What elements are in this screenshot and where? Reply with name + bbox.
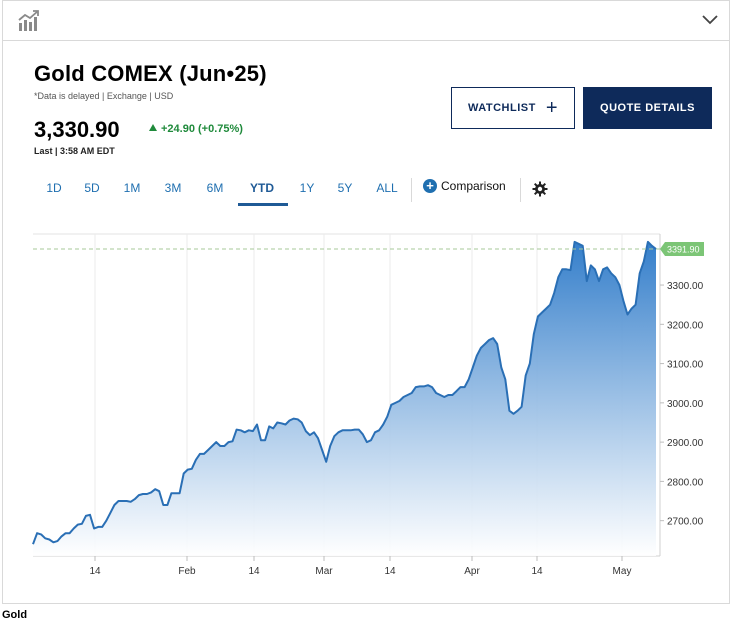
instrument-title: Gold COMEX (Jun•25): [34, 61, 267, 86]
price-chart[interactable]: 14 Feb 14 Mar 14 Apr 14 May 2700.00 2800.00 2900.0…: [0, 0, 732, 604]
last-update-time: Last | 3:58 AM EDT: [34, 146, 115, 156]
comparison-label: Comparison: [441, 179, 506, 193]
y-tick-label: 2800.00: [667, 477, 704, 488]
x-tick-label: Mar: [315, 566, 333, 577]
price-area-fill: [33, 241, 656, 556]
y-tick-label: 3100.00: [667, 360, 704, 371]
comparison-button[interactable]: + Comparison: [423, 179, 506, 193]
last-price-tag-label: 3391.90: [667, 244, 700, 254]
range-ytd[interactable]: YTD: [250, 181, 274, 195]
price-change-text: +24.90 (+0.75%): [161, 123, 243, 135]
range-all[interactable]: ALL: [376, 181, 398, 195]
card-header: [3, 1, 729, 41]
range-5d[interactable]: 5D: [84, 181, 100, 195]
watchlist-label: WATCHLIST: [467, 102, 536, 114]
x-tick-label: Apr: [464, 566, 480, 577]
x-tick-label: 14: [531, 566, 543, 577]
y-tick-label: 2900.00: [667, 438, 704, 449]
range-3m[interactable]: 3M: [164, 181, 182, 195]
last-price-tag: [660, 241, 704, 256]
up-arrow-icon: [149, 124, 157, 131]
gear-icon[interactable]: [532, 181, 548, 202]
y-tick-label: 3300.00: [667, 281, 704, 292]
x-tick-label: May: [613, 566, 632, 577]
bar-chart-trend-icon[interactable]: [17, 9, 41, 38]
watchlist-button[interactable]: WATCHLIST +: [451, 87, 575, 129]
active-range-indicator: [238, 203, 288, 206]
price-change: +24.90 (+0.75%): [149, 123, 243, 135]
x-tick-label: 14: [384, 566, 396, 577]
settings-divider: [520, 178, 521, 202]
quote-details-button[interactable]: QUOTE DETAILS: [583, 87, 712, 129]
x-tick-label: 14: [248, 566, 260, 577]
quote-details-label: QUOTE DETAILS: [600, 102, 695, 114]
x-tick-label: 14: [89, 566, 101, 577]
last-price: 3,330.90: [34, 117, 120, 142]
range-1d[interactable]: 1D: [46, 181, 62, 195]
y-tick-label: 3200.00: [667, 320, 704, 331]
chevron-down-icon[interactable]: [701, 13, 719, 31]
time-range-selector: 1D 5D 1M 3M 6M YTD 1Y 5Y ALL + Compariso…: [3, 175, 729, 207]
plus-icon: +: [545, 97, 559, 119]
y-tick-label: 2700.00: [667, 517, 704, 528]
add-circle-icon: +: [423, 179, 437, 193]
price-line: [32, 240, 657, 545]
data-delay-note: *Data is delayed | Exchange | USD: [34, 91, 174, 101]
range-6m[interactable]: 6M: [206, 181, 224, 195]
x-tick-label: Feb: [178, 566, 196, 577]
range-1m[interactable]: 1M: [123, 181, 141, 195]
y-tick-label: 3000.00: [667, 399, 704, 410]
range-1y[interactable]: 1Y: [299, 181, 315, 195]
range-5y[interactable]: 5Y: [337, 181, 353, 195]
footer-label: Gold: [2, 609, 28, 621]
range-divider: [411, 178, 412, 202]
